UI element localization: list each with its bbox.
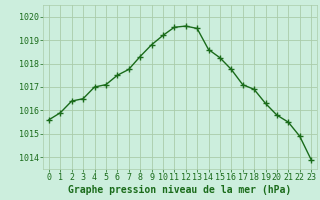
X-axis label: Graphe pression niveau de la mer (hPa): Graphe pression niveau de la mer (hPa): [68, 185, 292, 195]
